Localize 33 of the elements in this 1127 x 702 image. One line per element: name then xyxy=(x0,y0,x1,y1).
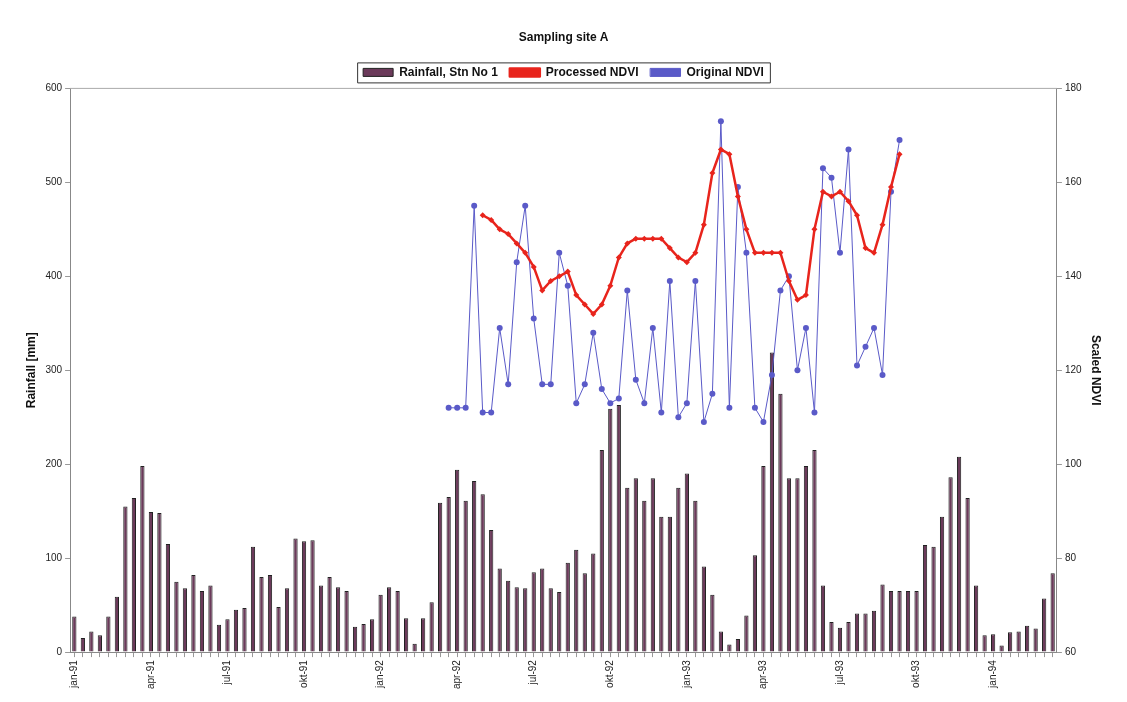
y-tick-label: 600 xyxy=(45,82,63,94)
y2-axis-title: Scaled NDVI xyxy=(1089,334,1104,406)
legend-label: Processed NDVI xyxy=(545,64,639,79)
x-tick-label: okt-91 xyxy=(297,659,309,688)
y2-tick-label: 80 xyxy=(1064,551,1077,563)
y2-tick-label: 180 xyxy=(1064,82,1083,94)
y-axis-title: Rainfall [mm] xyxy=(23,332,38,409)
x-tick-label: okt-93 xyxy=(910,659,922,688)
y-tick-label: 500 xyxy=(45,176,63,188)
x-tick-label: jan-94 xyxy=(986,659,998,689)
y-tick-label: 300 xyxy=(45,364,63,375)
x-tick-label: apr-91 xyxy=(144,659,156,689)
x-tick-label: apr-93 xyxy=(757,659,769,689)
x-tick-label: jan-93 xyxy=(680,659,692,689)
y-tick-label: 100 xyxy=(45,551,63,563)
x-tick-label: jul-93 xyxy=(833,659,845,686)
y2-tick-label: 60 xyxy=(1064,645,1077,657)
y-tick-label: 0 xyxy=(56,645,63,657)
chart-title: Sampling site A xyxy=(518,29,609,44)
y2-tick-label: 140 xyxy=(1064,270,1083,282)
x-tick-label: jan-92 xyxy=(374,659,386,689)
y-tick-label: 200 xyxy=(45,457,63,469)
x-tick-label: jan-91 xyxy=(68,659,80,689)
y2-tick-label: 160 xyxy=(1064,176,1083,188)
legend-label: Rainfall, Stn No 1 xyxy=(399,64,499,79)
x-tick-label: okt-92 xyxy=(604,659,616,688)
y2-tick-label: 100 xyxy=(1064,457,1083,469)
x-tick-label: jul-92 xyxy=(527,659,539,686)
legend-label: Original NDVI xyxy=(686,64,764,79)
y-tick-label: 400 xyxy=(45,270,63,282)
y2-tick-label: 120 xyxy=(1064,364,1083,375)
x-tick-label: jul-91 xyxy=(221,659,233,686)
x-tick-label: apr-92 xyxy=(450,659,462,689)
